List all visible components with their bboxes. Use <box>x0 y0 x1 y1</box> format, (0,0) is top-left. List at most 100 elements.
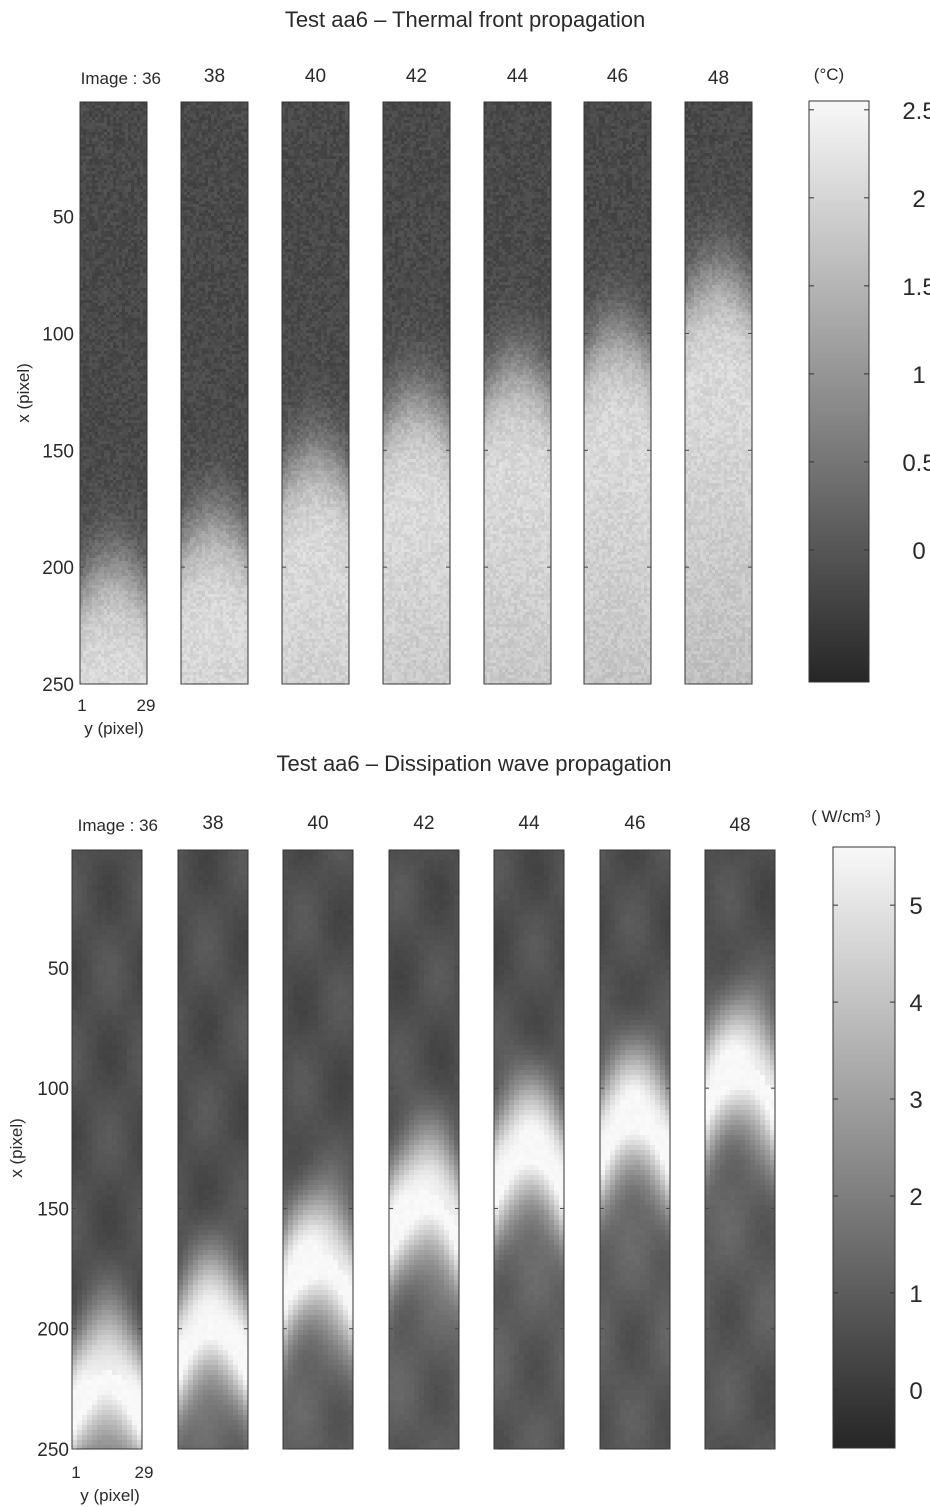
heatmap-cell <box>83 153 86 156</box>
heatmap-cell <box>80 174 83 177</box>
heatmap-cell <box>137 321 140 324</box>
heatmap-cell <box>86 318 89 321</box>
heatmap-cell <box>89 399 92 402</box>
heatmap-cell <box>128 240 131 243</box>
heatmap-cell <box>80 384 83 387</box>
heatmap-cell <box>104 252 107 255</box>
heatmap-cell <box>101 438 104 441</box>
heatmap-cell <box>113 174 116 177</box>
heatmap-cell <box>131 384 134 387</box>
heatmap-cell <box>134 378 137 381</box>
heatmap-cell <box>131 165 134 168</box>
heatmap-cell <box>83 486 86 489</box>
heatmap-cell <box>125 150 128 153</box>
heatmap-cell <box>113 246 116 249</box>
heatmap-cell <box>125 348 128 351</box>
heatmap-cell <box>98 207 101 210</box>
heatmap-cell <box>107 108 110 111</box>
heatmap-cell <box>131 402 134 405</box>
heatmap-cell <box>131 339 134 342</box>
heatmap-cell <box>131 207 134 210</box>
heatmap-cell <box>122 405 125 408</box>
heatmap-cell <box>134 420 137 423</box>
heatmap-cell <box>119 441 122 444</box>
heatmap-cell <box>116 285 119 288</box>
heatmap-cell <box>134 270 137 273</box>
heatmap-cell <box>134 195 137 198</box>
heatmap-cell <box>137 273 140 276</box>
heatmap-cell <box>140 480 143 483</box>
heatmap-cell <box>104 321 107 324</box>
heatmap-cell <box>122 426 125 429</box>
heatmap-cell <box>125 489 128 492</box>
heatmap-cell <box>116 126 119 129</box>
heatmap-cell <box>143 198 146 201</box>
heatmap-cell <box>95 222 98 225</box>
heatmap-cell <box>134 198 137 201</box>
heatmap-cell <box>80 150 83 153</box>
heatmap-cell <box>89 381 92 384</box>
heatmap-cell <box>119 243 122 246</box>
heatmap-cell <box>113 264 116 267</box>
heatmap-cell <box>86 399 89 402</box>
heatmap-cell <box>119 273 122 276</box>
heatmap-cell <box>107 339 110 342</box>
heatmap-cell <box>122 195 125 198</box>
heatmap-cell <box>137 492 140 495</box>
heatmap-cell <box>83 198 86 201</box>
heatmap-cell <box>110 330 113 333</box>
heatmap-cell <box>140 327 143 330</box>
heatmap-cell <box>98 366 101 369</box>
heatmap-cell <box>107 321 110 324</box>
heatmap-cell <box>125 363 128 366</box>
heatmap-cell <box>107 417 110 420</box>
heatmap-cell <box>89 369 92 372</box>
heatmap-cell <box>143 405 146 408</box>
heatmap-cell <box>137 294 140 297</box>
heatmap-cell <box>140 339 143 342</box>
heatmap-cell <box>140 210 143 213</box>
heatmap-cell <box>101 303 104 306</box>
heatmap-cell <box>83 306 86 309</box>
heatmap-cell <box>95 357 98 360</box>
heatmap-cell <box>104 396 107 399</box>
heatmap-cell <box>101 354 104 357</box>
heatmap-cell <box>122 372 125 375</box>
heatmap-cell <box>101 423 104 426</box>
heatmap-cell <box>98 159 101 162</box>
heatmap-cell <box>89 294 92 297</box>
heatmap-cell <box>125 456 128 459</box>
heatmap-cell <box>83 138 86 141</box>
heatmap-cell <box>95 378 98 381</box>
heatmap-cell <box>110 153 113 156</box>
heatmap-cell <box>131 282 134 285</box>
heatmap-cell <box>92 258 95 261</box>
heatmap-cell <box>143 168 146 171</box>
heatmap-cell <box>101 387 104 390</box>
heatmap-cell <box>98 234 101 237</box>
heatmap-cell <box>143 390 146 393</box>
heatmap-cell <box>131 210 134 213</box>
heatmap-cell <box>95 213 98 216</box>
heatmap-cell <box>137 291 140 294</box>
heatmap-cell <box>140 279 143 282</box>
heatmap-cell <box>107 168 110 171</box>
heatmap-cell <box>131 315 134 318</box>
heatmap-cell <box>137 252 140 255</box>
heatmap-cell <box>83 315 86 318</box>
heatmap-cell <box>116 114 119 117</box>
heatmap-cell <box>122 102 125 105</box>
heatmap-cell <box>92 261 95 264</box>
heatmap-cell <box>122 414 125 417</box>
heatmap-cell <box>86 186 89 189</box>
heatmap-cell <box>98 411 101 414</box>
heatmap-cell <box>119 360 122 363</box>
heatmap-cell <box>125 285 128 288</box>
heatmap-cell <box>104 318 107 321</box>
heatmap-cell <box>95 315 98 318</box>
heatmap-cell <box>119 126 122 129</box>
heatmap-cell <box>107 270 110 273</box>
heatmap-cell <box>140 255 143 258</box>
heatmap-cell <box>134 180 137 183</box>
heatmap-cell <box>92 372 95 375</box>
